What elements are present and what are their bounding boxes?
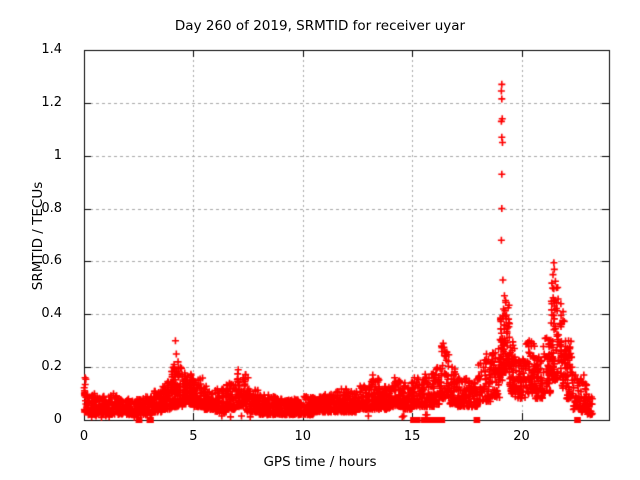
chart-title: Day 260 of 2019, SRMTID for receiver uya…: [174, 18, 466, 34]
y-tick-label: 0: [53, 412, 62, 427]
y-tick-label: 0.6: [41, 253, 62, 269]
y-axis-label: SRMTID / TECUs: [30, 181, 46, 291]
y-tick-label: 1.2: [41, 94, 62, 110]
x-tick-label: 10: [294, 429, 312, 444]
x-tick-label: 5: [189, 429, 198, 444]
y-tick-label: 0.8: [41, 200, 62, 216]
y-tick-label: 0.2: [41, 359, 62, 375]
x-tick-label: 15: [403, 429, 421, 444]
x-axis-label: GPS time / hours: [263, 454, 377, 470]
y-tick-label: 1: [53, 147, 62, 163]
x-tick-label: 0: [79, 429, 89, 444]
y-tick-label: 1.4: [41, 42, 62, 57]
y-tick-label: 0.4: [41, 306, 62, 322]
x-tick-label: 20: [513, 429, 530, 444]
